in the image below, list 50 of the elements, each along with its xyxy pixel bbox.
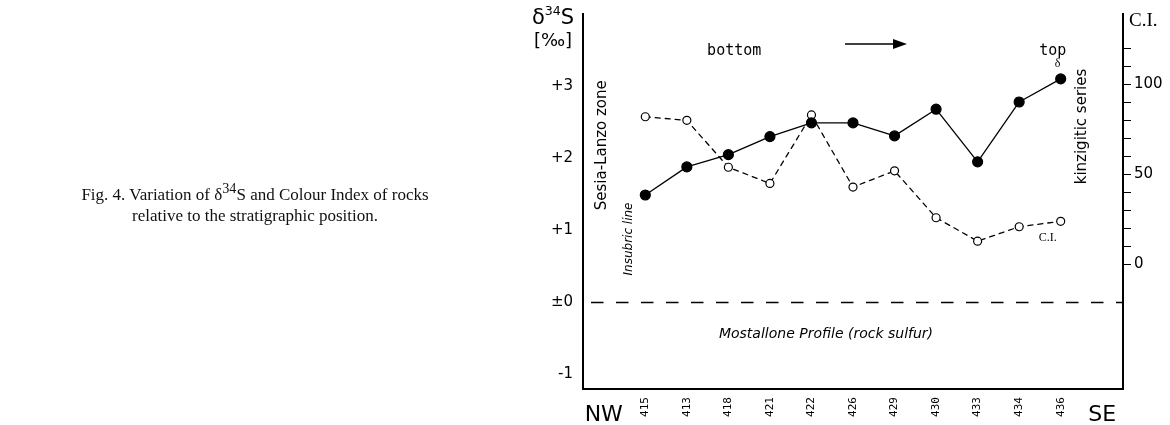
point	[682, 115, 692, 125]
annotation: bottom	[707, 41, 762, 60]
point	[888, 130, 901, 142]
y-tick-label: +3	[550, 76, 573, 95]
x-tick-label: 426	[845, 397, 859, 417]
annotation: Mostallone Profile (rock sulfur)	[718, 325, 934, 342]
x-tick-label: 434	[1012, 396, 1026, 417]
y-tick-label: -1	[558, 364, 573, 383]
point	[765, 178, 775, 189]
x-tick-label: 421	[762, 397, 776, 417]
x-tick-label: 436	[1053, 397, 1067, 417]
point	[805, 117, 818, 129]
x-tick-label: 418	[721, 397, 735, 417]
x-tick-label: 415	[638, 397, 652, 417]
y-tick-label: ±0	[550, 292, 573, 311]
point	[1014, 222, 1024, 232]
point	[973, 236, 983, 246]
point	[931, 213, 941, 223]
y-tick-label: +2	[550, 148, 573, 167]
x-tick-label: 422	[804, 397, 818, 417]
point	[1056, 216, 1066, 226]
x-tick-label: SE	[1088, 401, 1117, 425]
annotation: kinzigitic series	[1072, 68, 1091, 185]
point	[972, 156, 984, 168]
x-tick-label: 430	[928, 397, 942, 417]
point	[764, 131, 776, 143]
y2-tick-label: 50	[1134, 164, 1154, 183]
point	[848, 182, 858, 192]
point	[640, 112, 650, 122]
y2-tick-label: 0	[1134, 254, 1144, 273]
point	[930, 103, 942, 115]
y2-axis-title: C.I.	[1129, 9, 1158, 30]
x-tick-label: 429	[887, 397, 901, 417]
point	[847, 117, 859, 129]
series-label: C.I.	[1038, 230, 1057, 245]
point	[889, 166, 900, 176]
point	[639, 189, 651, 201]
annotation: Insubric line	[621, 202, 636, 276]
point	[723, 162, 733, 172]
y-tick-label: +1	[550, 220, 573, 239]
x-tick-label: 433	[970, 397, 984, 417]
x-tick-label: 413	[679, 397, 693, 417]
point	[722, 149, 734, 161]
point	[1013, 96, 1025, 108]
text: Fig. 4. Variation of δ$^{34}$S and Colour Index of rocks relative to the stratigraphic position.	[80, 179, 430, 226]
x-tick-label: NW	[584, 401, 624, 425]
point	[1055, 73, 1067, 85]
annotation: Sesia-Lanzo zone	[591, 80, 610, 211]
point	[681, 161, 693, 173]
y2-tick-label: 100	[1134, 74, 1163, 93]
